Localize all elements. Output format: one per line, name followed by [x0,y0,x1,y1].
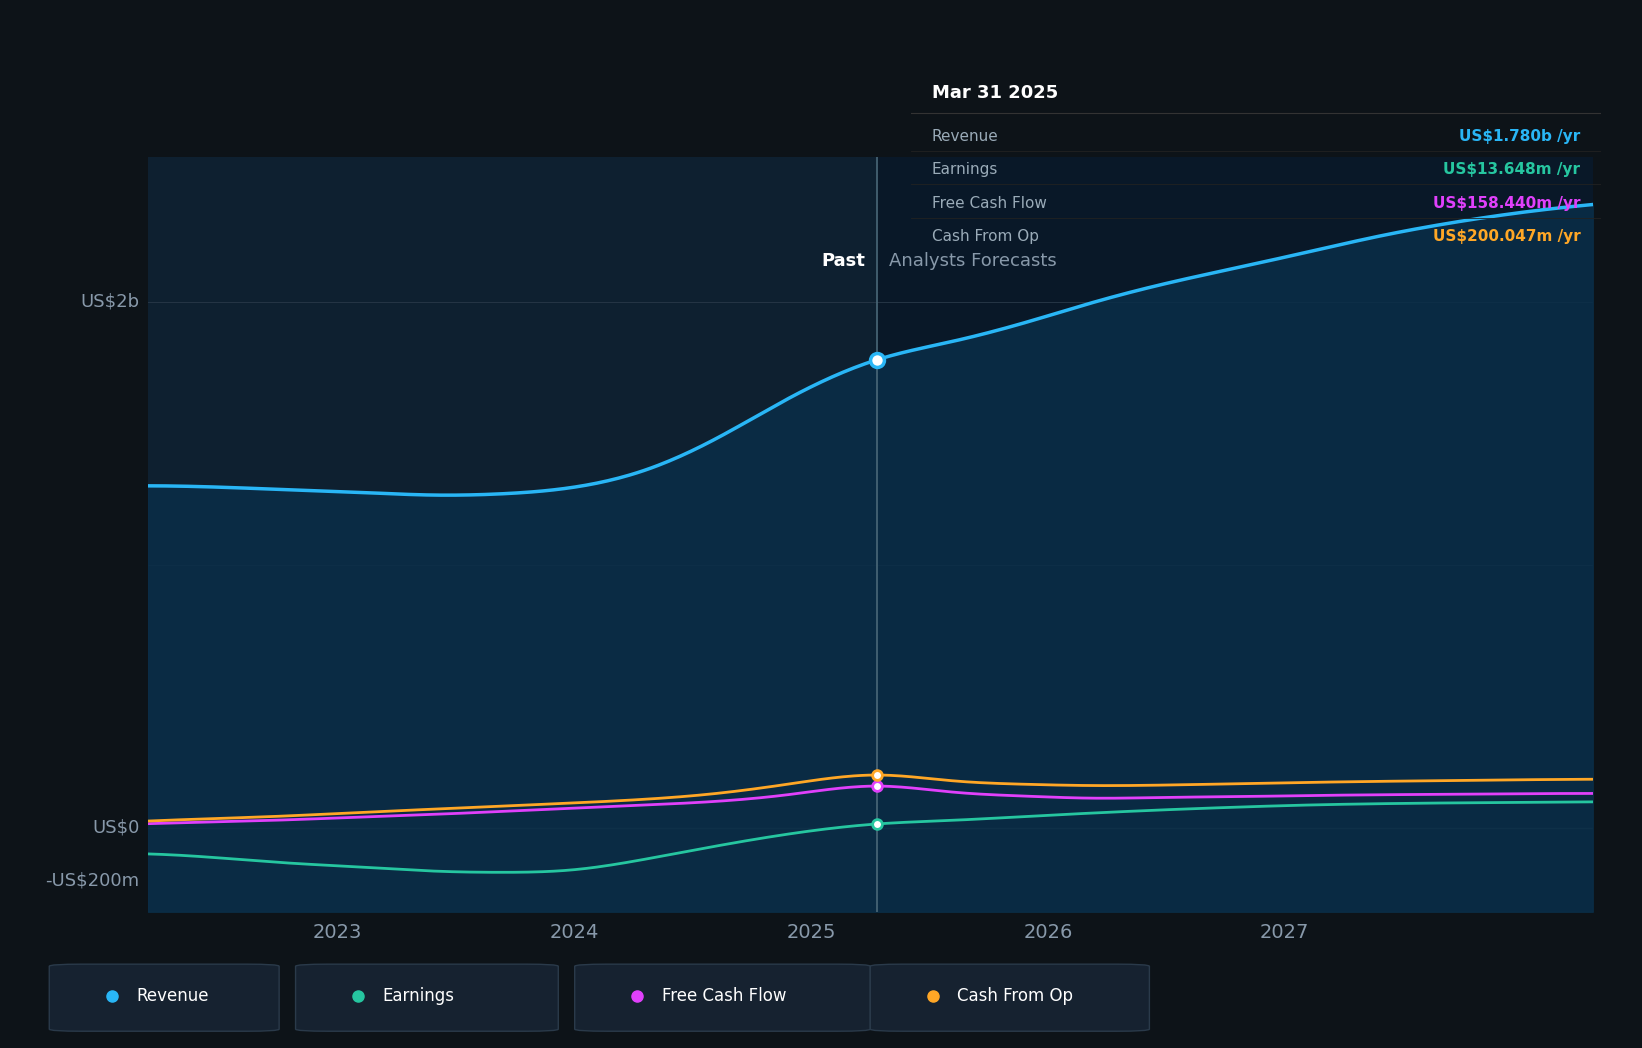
FancyBboxPatch shape [49,964,279,1031]
Bar [877,157,1593,912]
Bar [148,157,877,912]
Text: US$2b: US$2b [80,292,140,311]
FancyBboxPatch shape [870,964,1149,1031]
Text: Cash From Op: Cash From Op [957,986,1074,1005]
Text: Cash From Op: Cash From Op [933,230,1039,244]
Text: Revenue: Revenue [136,986,209,1005]
Text: Earnings: Earnings [933,162,998,177]
FancyBboxPatch shape [296,964,558,1031]
Text: US$13.648m /yr: US$13.648m /yr [1443,162,1580,177]
Text: Analysts Forecasts: Analysts Forecasts [890,253,1057,270]
Text: US$0: US$0 [92,818,140,836]
Text: Revenue: Revenue [933,129,998,144]
FancyBboxPatch shape [575,964,870,1031]
Text: Free Cash Flow: Free Cash Flow [662,986,787,1005]
Text: -US$200m: -US$200m [46,871,140,889]
Text: Past: Past [821,253,865,270]
Text: US$200.047m /yr: US$200.047m /yr [1432,230,1580,244]
Text: Free Cash Flow: Free Cash Flow [933,196,1048,211]
Text: Earnings: Earnings [383,986,455,1005]
Text: US$158.440m /yr: US$158.440m /yr [1433,196,1580,211]
Text: Mar 31 2025: Mar 31 2025 [933,84,1057,102]
Text: US$1.780b /yr: US$1.780b /yr [1460,129,1580,144]
